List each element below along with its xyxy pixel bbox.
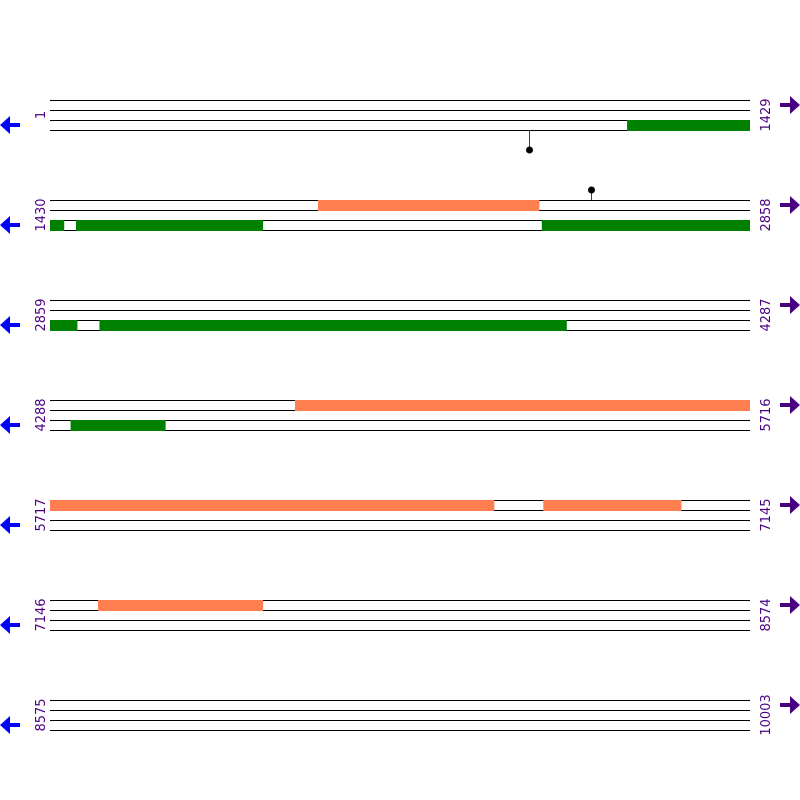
reverse-feature-bar [50, 320, 78, 331]
right-arrow-icon [780, 96, 800, 114]
sequence-row: 5717 7145 [0, 496, 800, 534]
left-arrow-icon [0, 516, 20, 534]
reverse-feature-bar [70, 420, 166, 431]
left-arrow-icon [0, 616, 20, 634]
forward-feature-bar [543, 500, 682, 511]
start-position-label: 2859 [34, 298, 49, 331]
left-arrow-icon [0, 116, 20, 134]
end-position-label: 4287 [759, 298, 774, 331]
reverse-feature-bar [50, 220, 65, 231]
end-position-label: 5716 [759, 398, 774, 431]
start-position-label: 1430 [34, 198, 49, 231]
right-arrow-icon [780, 596, 800, 614]
right-arrow-icon [780, 396, 800, 414]
start-position-label: 5717 [34, 498, 49, 531]
end-position-label: 7145 [759, 498, 774, 531]
right-arrow-icon [780, 196, 800, 214]
sequence-row: 1 1429 [0, 96, 800, 154]
left-arrow-icon [0, 416, 20, 434]
forward-feature-bar [294, 400, 750, 411]
marker-dot [588, 186, 595, 194]
forward-feature-bar [317, 200, 540, 211]
forward-feature-bar [98, 600, 264, 611]
end-position-label: 8574 [759, 598, 774, 631]
sequence-row: 1430 2858 [0, 186, 800, 234]
sequence-row: 4288 5716 [0, 396, 800, 434]
sequence-row: 8575 10003 [0, 694, 800, 736]
end-position-label: 10003 [759, 694, 774, 735]
right-arrow-icon [780, 696, 800, 714]
left-arrow-icon [0, 716, 20, 734]
start-position-label: 7146 [34, 598, 49, 631]
end-position-label: 2858 [759, 198, 774, 231]
end-position-label: 1429 [759, 98, 774, 131]
start-position-label: 4288 [34, 398, 49, 431]
start-position-label: 1 [34, 111, 49, 119]
reverse-feature-bar [541, 220, 750, 231]
reverse-feature-bar [627, 120, 750, 131]
reverse-feature-bar [99, 320, 567, 331]
marker-dot [526, 146, 533, 154]
left-arrow-icon [0, 316, 20, 334]
sequence-row: 2859 4287 [0, 296, 800, 334]
right-arrow-icon [780, 296, 800, 314]
right-arrow-icon [780, 496, 800, 514]
reverse-feature-bar [75, 220, 264, 231]
left-arrow-icon [0, 216, 20, 234]
sequence-row: 7146 8574 [0, 596, 800, 634]
forward-feature-bar [50, 500, 495, 511]
start-position-label: 8575 [34, 698, 49, 731]
